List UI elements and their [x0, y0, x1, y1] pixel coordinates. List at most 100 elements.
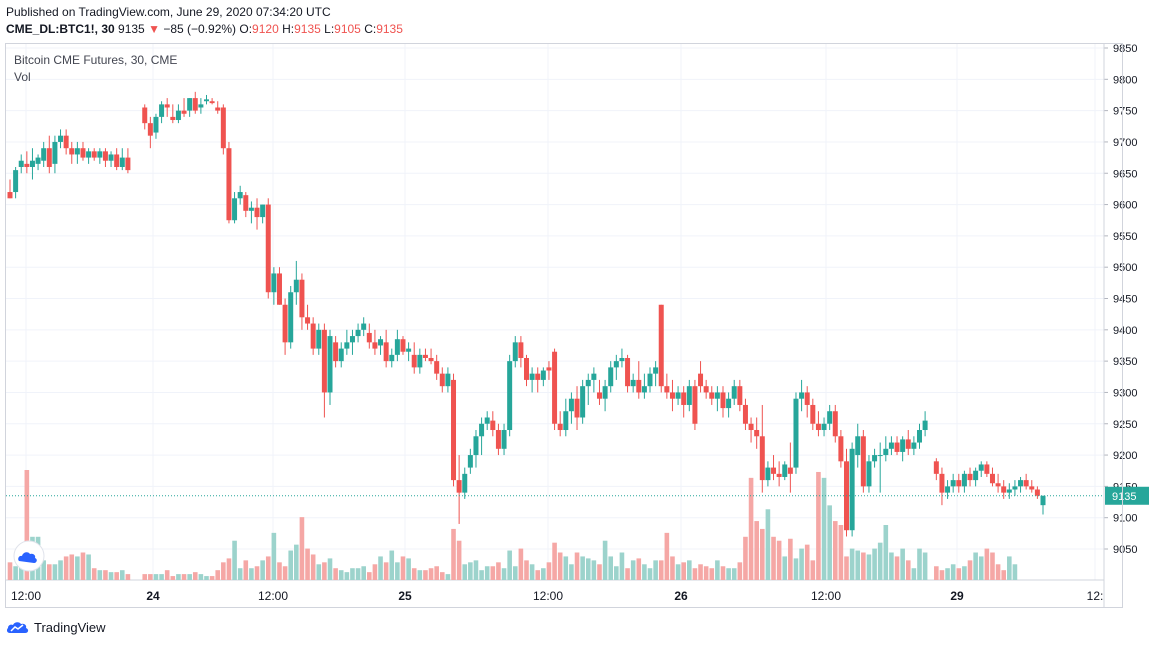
candle-body [793, 398, 799, 468]
volume-bar [305, 548, 310, 580]
volume-bar [799, 548, 804, 580]
x-tick-label: 12:00 [811, 589, 841, 603]
candle-body [989, 473, 995, 484]
candle-body [799, 392, 805, 399]
chart-legend-title: Bitcoin CME Futures, 30, CME [14, 53, 178, 67]
candle-body [372, 342, 378, 349]
candle-body [338, 348, 344, 362]
close-value: 9135 [376, 22, 403, 36]
symbol-label[interactable]: CME_DL:BTC1!, 30 [6, 22, 115, 36]
volume-bar [254, 566, 260, 580]
footer-brand[interactable]: TradingView [6, 619, 106, 635]
candle-body [378, 339, 384, 346]
candle-body [327, 336, 333, 393]
candle-body [333, 342, 339, 362]
y-tick-label: 9350 [1113, 356, 1137, 368]
volume-bar [361, 566, 366, 580]
candle-body [608, 367, 614, 387]
volume-bar [204, 576, 209, 580]
volume-bar [41, 560, 46, 580]
volume-bar [872, 548, 877, 580]
volume-bar [52, 564, 58, 580]
candle-body [102, 151, 108, 161]
candle-body [321, 329, 327, 393]
volume-bar [934, 566, 939, 580]
volume-bar [114, 572, 119, 580]
volume-bar [597, 564, 602, 580]
candle-body [641, 386, 647, 393]
candle-body [916, 430, 922, 443]
candle-body [888, 442, 894, 449]
candle-body [254, 207, 260, 218]
candle-body [159, 104, 165, 117]
x-tick-label: 12:00 [533, 589, 563, 603]
volume-bar [108, 572, 114, 580]
volume-bar [715, 560, 720, 580]
volume-bar [1001, 570, 1007, 580]
volume-bar [63, 556, 69, 580]
x-tick-label: 12: [1087, 589, 1104, 603]
y-tick-label: 9600 [1113, 200, 1137, 212]
candle-body [479, 423, 485, 437]
volume-bar [737, 562, 743, 580]
volume-bar [664, 532, 670, 580]
candle-body [883, 448, 889, 456]
volume-bar [743, 536, 748, 580]
volume-bar [338, 570, 344, 580]
candle-body [787, 467, 793, 474]
volume-bar [619, 552, 625, 580]
candle-body [24, 163, 30, 167]
x-tick-label: 24 [146, 589, 160, 603]
volume-bar [170, 576, 176, 580]
candle-body [872, 455, 878, 462]
volume-bar [232, 540, 237, 580]
candle-body [636, 379, 642, 393]
candle-body [653, 367, 659, 374]
volume-bar [198, 574, 204, 580]
volume-bar [771, 536, 776, 580]
y-tick-label: 9050 [1113, 544, 1137, 556]
last-price-badge-label: 9135 [1112, 491, 1136, 503]
y-tick-label: 9200 [1113, 450, 1137, 462]
volume-bar [496, 562, 501, 580]
candle-body [552, 351, 558, 424]
candle-body [905, 439, 911, 449]
y-tick-label: 9250 [1113, 419, 1137, 431]
volume-bar [18, 564, 24, 580]
volume-bar [411, 568, 417, 580]
candle-body [473, 436, 479, 456]
candle-body [46, 148, 52, 167]
candle-body [742, 404, 748, 424]
volume-bar [911, 568, 917, 580]
y-tick-label: 9800 [1113, 74, 1137, 86]
candle-body [495, 430, 501, 449]
candle-body [293, 279, 299, 293]
candle-body [18, 160, 24, 167]
volume-bar [804, 544, 810, 580]
x-tick-label: 12:00 [11, 589, 41, 603]
candle-body [1012, 486, 1018, 490]
volume-bar [759, 528, 765, 580]
volume-bar [602, 540, 608, 580]
candle-body [344, 342, 350, 349]
candle-body [69, 148, 75, 155]
candle-body [849, 448, 855, 531]
close-label: C: [364, 22, 377, 36]
volume-bar [647, 568, 653, 580]
volume-bar [939, 570, 945, 580]
candle-body [619, 357, 625, 362]
candle-body [366, 332, 372, 343]
volume-bar [395, 562, 400, 580]
volume-bar [821, 477, 827, 580]
volume-bar [917, 548, 922, 580]
volume-bar [563, 556, 569, 580]
candle-body [782, 464, 788, 477]
candle-body [29, 160, 35, 167]
low-value: 9105 [334, 22, 361, 36]
candle-body [203, 99, 209, 102]
volume-bar [192, 572, 198, 580]
candle-body [967, 473, 973, 481]
candle-body [939, 473, 945, 493]
candle-body [580, 386, 586, 418]
